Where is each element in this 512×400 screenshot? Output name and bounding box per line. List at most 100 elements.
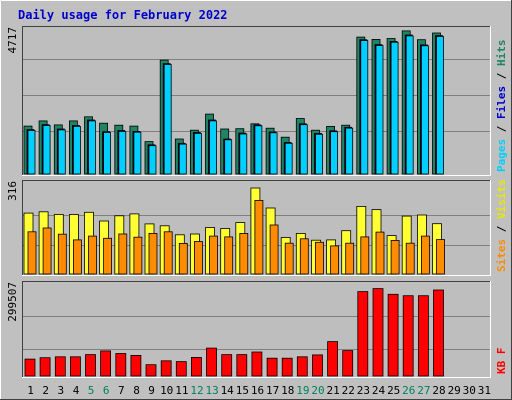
kbytes-bar [190,356,202,377]
x-tick-label: 17 [266,384,279,397]
pages-bar [73,126,81,175]
kbytes-panel: 299507 KB F [6,281,508,378]
day-9-bars [145,364,157,377]
day-24-bars [372,288,384,377]
x-tick-label: 1 [27,384,34,397]
kbytes-bar [100,350,111,377]
day-18-bars [280,136,293,175]
kbytes-bar [387,293,399,377]
day-28-bars [432,223,445,275]
x-tick-label: 2 [42,384,49,397]
kbytes-bar [402,295,414,377]
sites-bar [299,238,309,275]
pages-bar [420,45,429,175]
x-tick-label: 10 [160,384,173,397]
x-tick-label: 6 [103,384,110,397]
pages-bar [27,130,36,175]
day-27-bars [416,39,429,175]
sites-bar [193,241,203,275]
day-1-bars [23,125,36,175]
x-tick-label: 12 [190,384,203,397]
day-21-bars [326,239,340,275]
kbytes-bar [160,360,172,377]
pages-bar [178,143,187,175]
sites-bar [148,232,158,275]
legend-part: KB F [495,348,508,375]
x-tick-label: 4 [73,384,80,397]
sites-bar [405,242,415,275]
day-27-bars [417,295,429,377]
day-26-bars [401,30,414,175]
day-10-bars [160,360,172,377]
day-22-bars [341,230,355,275]
day-17-bars [266,357,278,377]
day-15-bars [235,222,249,275]
day-20-bars [311,239,324,275]
day-16-bars [250,187,264,275]
pages-bar [224,139,233,175]
x-tick-label: 7 [118,384,125,397]
day-17-bars [265,207,279,275]
sites-bar [118,233,128,275]
x-tick-label: 25 [387,384,400,397]
kbytes-bar [281,357,293,377]
pages-bar [239,133,248,175]
kbytes-bar [266,357,278,377]
sites-bar [284,242,294,275]
day-10-bars [159,59,172,175]
x-tick-label: 19 [296,384,309,397]
kbytes-bar [357,291,369,377]
sites-bar [390,239,400,275]
day-19-bars [295,232,309,275]
pages-bar [436,36,444,175]
day-20-bars [312,354,323,377]
kbytes-bar [145,364,157,377]
pages-bar [193,132,202,175]
sites-bar [360,236,370,275]
series-legend-label: Pages / Files / Hits [495,40,508,173]
day-25-bars [386,38,399,175]
day-9-bars [144,141,157,175]
day-20-bars [311,129,323,175]
day-15-bars [236,354,248,377]
day-14-bars [220,128,233,175]
legend-part: / [495,66,508,86]
pages-bar [103,132,111,175]
hits-files-pages-bars [23,30,444,175]
sites-bar [315,241,324,275]
chart-title: Daily usage for February 2022 [18,8,228,22]
sites-bar [375,231,385,275]
day-7-bars [115,353,127,377]
day-21-bars [327,341,339,377]
legend-part: Pages [495,139,508,172]
x-tick-label: 15 [236,384,249,397]
day-4-bars [69,214,82,275]
pages-bar [88,120,96,175]
pages-bar [42,125,51,175]
day-6-bars [100,350,111,377]
x-tick-label: 27 [417,384,430,397]
sites-bar [163,231,173,275]
y-max-label: 316 [6,181,19,201]
x-axis-day-labels: 1 2 3 4 5 6 7 8 9 10 11 12 13 14 15 16 17 18 19 20 21 22 23 24 2… [27,384,491,397]
pages-bar [254,125,263,175]
pages-bar [299,124,308,175]
day-3-bars [54,356,66,377]
day-18-bars [281,357,293,377]
kbytes-bar [130,354,142,377]
day-3-bars [53,214,67,275]
day-28-bars [432,32,444,175]
kbytes-bar [85,354,96,377]
kbytes-bar [433,289,444,377]
x-tick-label: 30 [463,384,476,397]
day-2-bars [38,120,51,175]
day-12-bars [189,233,203,275]
day-14-bars [221,354,233,377]
pages-bar [284,142,293,175]
x-tick-label: 5 [88,384,95,397]
kbytes-bar [342,350,354,377]
day-3-bars [53,124,66,175]
day-5-bars [84,211,97,275]
day-11-bars [174,234,188,275]
